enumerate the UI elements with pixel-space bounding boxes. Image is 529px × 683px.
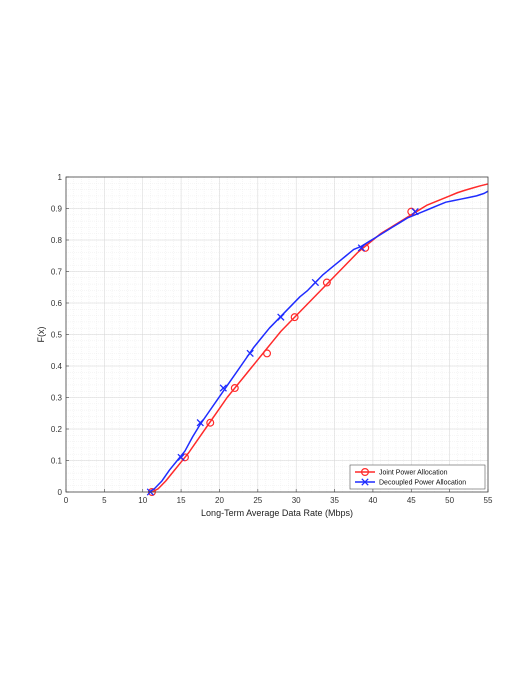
series-1-marker — [290, 313, 299, 322]
legend-label-2: Decoupled Power Allocation — [379, 480, 466, 487]
legend-marker-1 — [361, 468, 370, 477]
series-1-marker — [230, 384, 239, 393]
series-1-marker — [322, 278, 331, 287]
series-line-1 — [151, 183, 489, 493]
y-tick-label: 0.1 — [51, 457, 63, 466]
series-line-2 — [148, 190, 489, 493]
series-2-marker-stroke-b — [277, 313, 285, 321]
x-tick-label: 35 — [330, 496, 339, 505]
series-1-marker — [206, 418, 215, 427]
x-tick-label: 50 — [445, 496, 454, 505]
y-tick-label: 0.8 — [51, 236, 63, 245]
series-2-marker — [196, 419, 204, 427]
series-1-marker — [263, 349, 272, 358]
series-2-marker — [246, 349, 254, 358]
series-2-marker — [411, 207, 419, 216]
y-axis-label: F(x) — [36, 327, 46, 343]
series-2-marker-stroke-b — [411, 207, 419, 216]
x-tick-label: 25 — [253, 496, 262, 505]
x-tick-label: 20 — [215, 496, 224, 505]
series-2-marker — [357, 244, 366, 252]
ticks: 0 5 10 15 20 25 30 35 40 45 50 55 0 0.1 0.2 0.3 0.4 0.5 0.… — [51, 173, 493, 505]
x-tick-label: 10 — [138, 496, 147, 505]
legend-marker-2 — [361, 478, 369, 486]
series-lines — [146, 183, 489, 497]
series-2-marker-stroke-b — [219, 384, 227, 392]
x-tick-label: 5 — [102, 496, 107, 505]
legend: Joint Power Allocation Decoupled Power Al… — [349, 464, 486, 490]
x-tick-label: 30 — [292, 496, 301, 505]
y-tick-label: 0.2 — [51, 425, 63, 434]
series-2-marker-stroke-b — [357, 244, 366, 252]
y-tick-label: 0.5 — [51, 331, 63, 340]
x-tick-label: 40 — [368, 496, 377, 505]
y-tick-label: 0 — [58, 488, 63, 497]
x-axis-label: Long-Term Average Data Rate (Mbps) — [201, 508, 353, 518]
y-tick-label: 0.6 — [51, 299, 63, 308]
series-2-marker-stroke-b — [246, 349, 254, 358]
legend-marker-2-stroke-b — [361, 478, 369, 486]
series-2-marker-stroke-b — [311, 278, 320, 287]
series-2-marker — [311, 278, 320, 287]
grid — [65, 176, 489, 493]
series-2-marker-stroke-b — [177, 453, 185, 462]
legend-label-1: Joint Power Allocation — [379, 470, 448, 477]
series-2-marker — [177, 453, 185, 462]
y-tick-label: 1 — [58, 173, 63, 182]
x-tick-label: 45 — [407, 496, 416, 505]
series-2-marker — [277, 313, 285, 321]
x-tick-label: 55 — [484, 496, 493, 505]
x-tick-label: 0 — [64, 496, 69, 505]
x-tick-label: 15 — [177, 496, 186, 505]
y-tick-label: 0.7 — [51, 268, 63, 277]
series-2-marker — [219, 384, 227, 392]
y-tick-label: 0.3 — [51, 394, 63, 403]
legend-box — [349, 464, 486, 490]
series-2-marker-stroke-b — [196, 419, 204, 427]
y-tick-label: 0.4 — [51, 362, 63, 371]
y-tick-label: 0.9 — [51, 205, 63, 214]
